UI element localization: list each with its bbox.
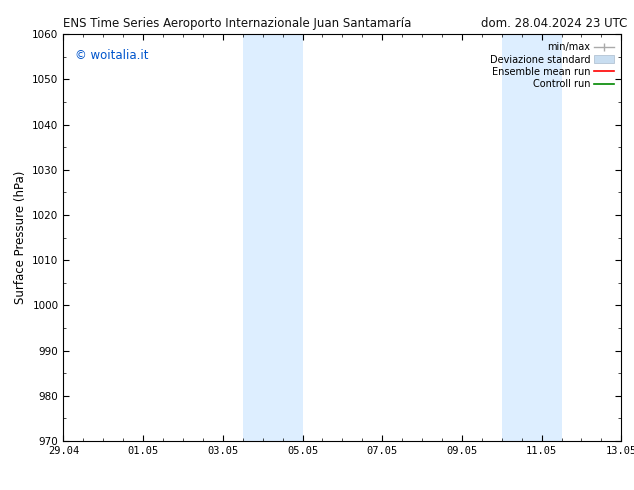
- Bar: [501, 34, 562, 441]
- Y-axis label: Surface Pressure (hPa): Surface Pressure (hPa): [14, 171, 27, 304]
- Text: dom. 28.04.2024 23 UTC: dom. 28.04.2024 23 UTC: [481, 17, 628, 30]
- Title: ENS Time Series Aeroporto Internazionale Juan Santamaría   dom. 28.04.2024 23 UT: ENS Time Series Aeroporto Internazionale…: [0, 489, 1, 490]
- Bar: [243, 34, 302, 441]
- Text: ENS Time Series Aeroporto Internazionale Juan Santamaría: ENS Time Series Aeroporto Internazionale…: [63, 17, 411, 30]
- Legend: min/max, Deviazione standard, Ensemble mean run, Controll run: min/max, Deviazione standard, Ensemble m…: [487, 39, 616, 92]
- Text: © woitalia.it: © woitalia.it: [75, 49, 148, 62]
